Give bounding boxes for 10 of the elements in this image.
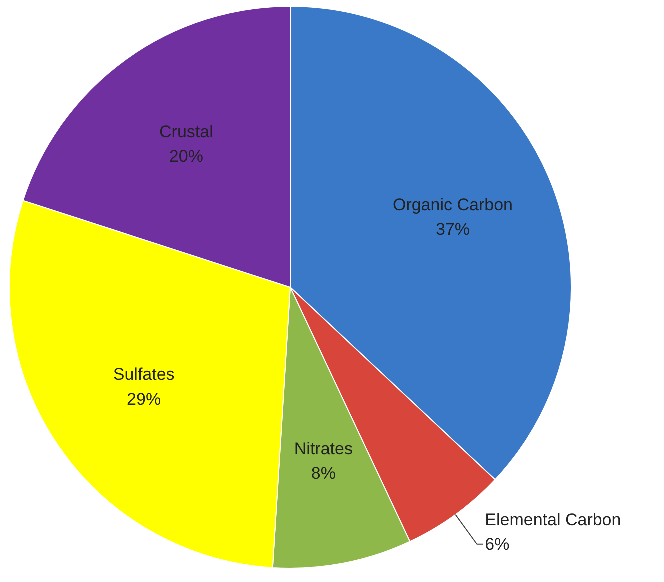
data-label: 20% [169, 147, 204, 166]
slice-label: Crustal [160, 122, 214, 142]
data-label: 6% [485, 535, 510, 554]
slice-label: Elemental Carbon [485, 510, 622, 530]
slice-label: Nitrates [294, 440, 353, 459]
slice-label: Sulfates [113, 365, 175, 384]
data-label: 8% [311, 464, 336, 484]
data-label: 29% [127, 390, 162, 409]
data-label: 37% [436, 220, 470, 240]
slice-label: Organic Carbon [392, 195, 513, 214]
